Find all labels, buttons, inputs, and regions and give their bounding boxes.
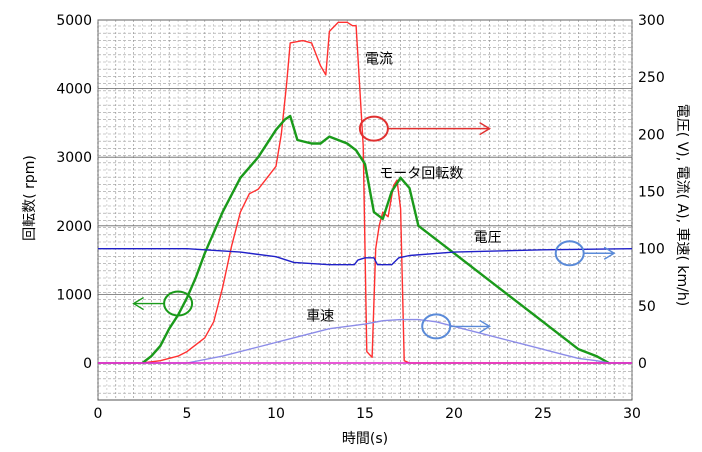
y-left-tick-label: 5000 [56, 13, 92, 29]
y-right-tick-label: 0 [638, 356, 647, 372]
marker-arrow-head-2 [603, 246, 616, 260]
x-tick-label: 0 [94, 406, 103, 422]
y-right-tick-label: 250 [638, 70, 665, 86]
y-left-tick-label: 2000 [56, 219, 92, 235]
series-annotation: モータ回転数 [379, 166, 463, 182]
series-annotation: 車速 [306, 308, 334, 325]
y-left-tick-label: 0 [83, 356, 92, 372]
y-right-tick-label: 50 [638, 299, 656, 315]
y-right-tick-label: 200 [638, 127, 665, 143]
marker-arrow-head-3 [479, 319, 491, 334]
y-left-tick-label: 4000 [56, 82, 92, 98]
series-line-3 [98, 318, 632, 364]
marker-arrow-head-1 [132, 296, 144, 311]
x-tick-label: 30 [623, 406, 641, 422]
x-tick-label: 10 [267, 406, 285, 422]
y-right-tick-label: 150 [638, 185, 665, 201]
y-right-tick-label: 300 [638, 13, 665, 29]
y-right-tick-label: 100 [638, 242, 665, 258]
series-annotation: 電圧 [474, 230, 502, 246]
x-tick-label: 5 [183, 406, 192, 422]
marker-arrow-head-0 [479, 122, 491, 136]
y-left-axis-label: 回転数( rpm) [22, 155, 38, 241]
series-line-2 [98, 247, 633, 266]
x-tick-label: 15 [356, 406, 374, 422]
y-left-tick-label: 3000 [56, 150, 92, 166]
series-line-1 [141, 114, 610, 365]
grid [97, 20, 633, 400]
x-tick-label: 20 [445, 406, 463, 422]
y-left-tick-label: 1000 [56, 287, 92, 303]
x-axis-label: 時間(s) [342, 431, 388, 447]
series-annotation: 電流 [365, 51, 393, 67]
y-right-axis-label: 電圧( V), 電流( A), 車速( km/h) [674, 104, 691, 306]
x-tick-label: 25 [534, 406, 552, 422]
